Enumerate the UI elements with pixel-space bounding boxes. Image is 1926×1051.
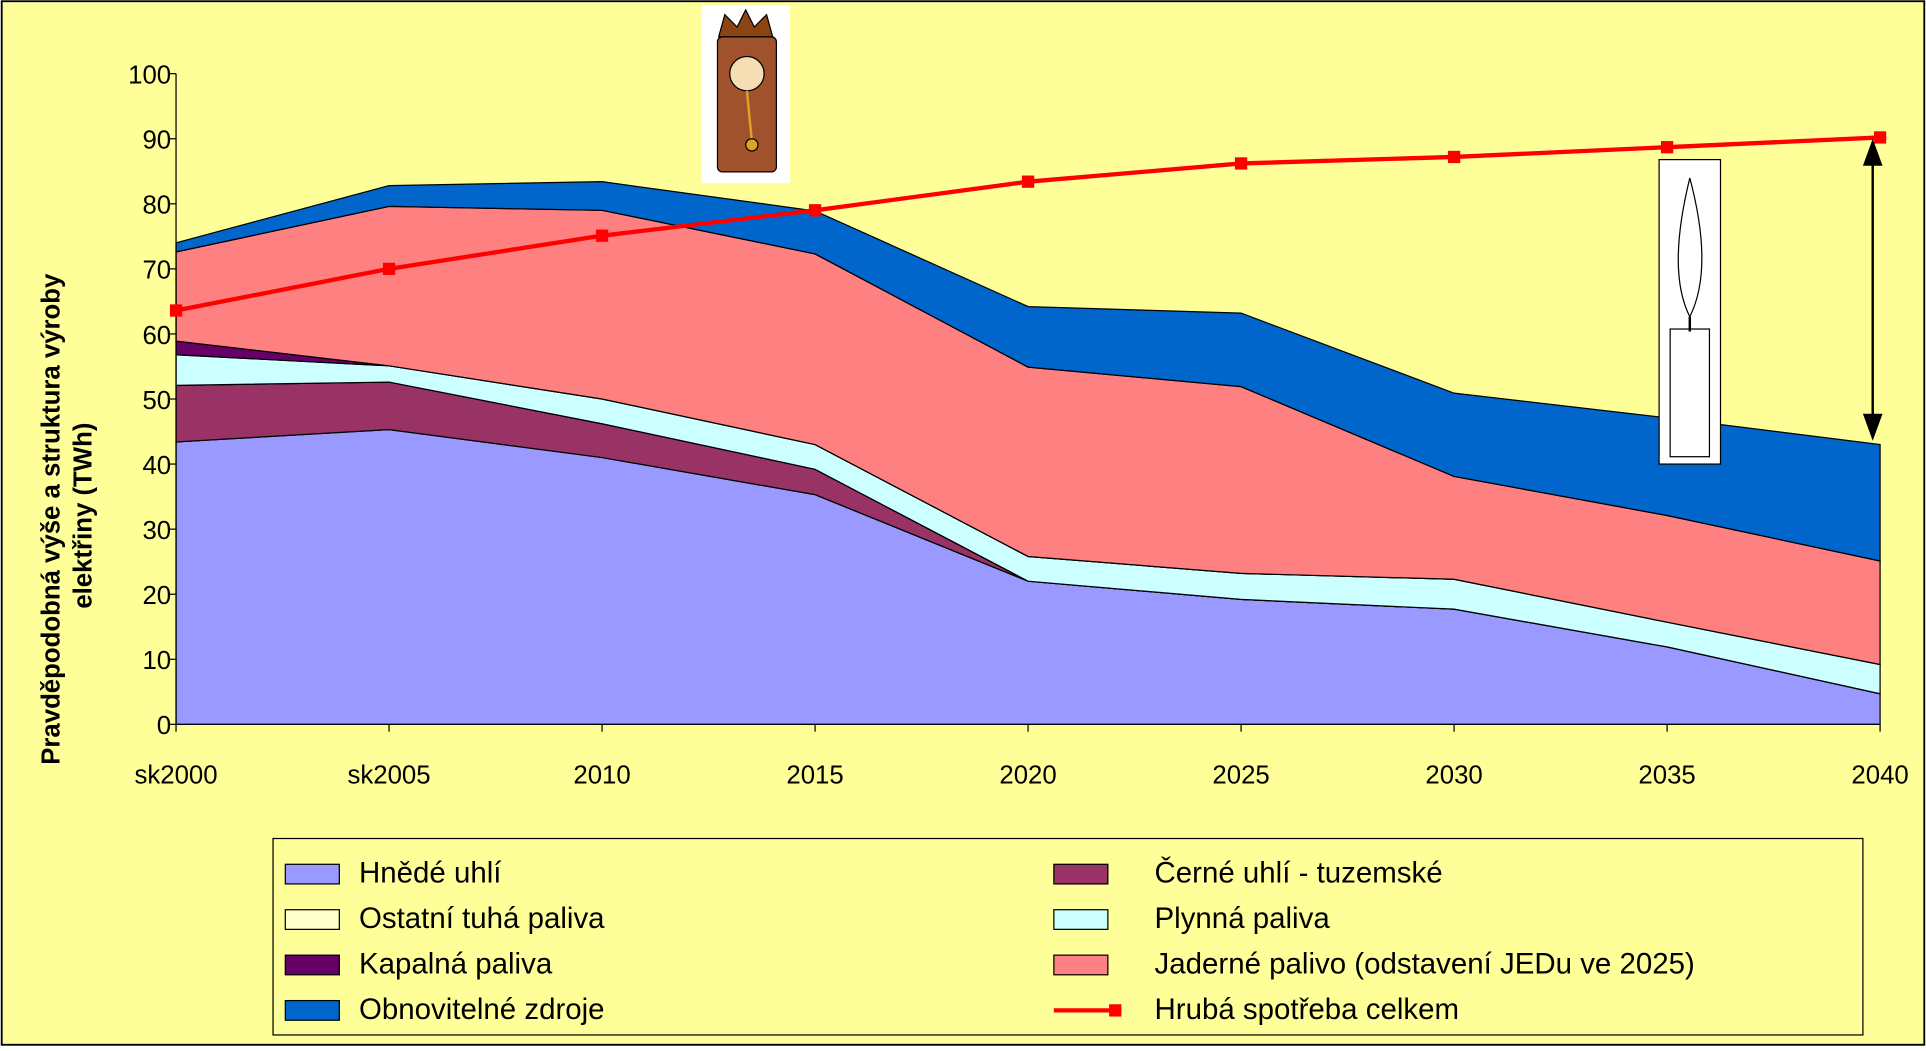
y-tick-label: 40 — [142, 452, 171, 480]
x-tick-label: 2020 — [999, 761, 1056, 789]
clock-illustration — [702, 5, 790, 183]
y-tick-label: 20 — [142, 582, 171, 610]
y-tick-label: 0 — [157, 712, 171, 740]
legend-label: Hrubá spotřeba celkem — [1155, 993, 1460, 1026]
candle-illustration — [1659, 160, 1720, 464]
y-tick-label: 60 — [142, 322, 171, 350]
y-tick-label: 80 — [142, 192, 171, 220]
legend-label: Obnovitelné zdroje — [359, 993, 605, 1026]
y-tick-label: 50 — [142, 387, 171, 415]
legend-swatch — [1054, 955, 1108, 975]
x-tick-label: 2040 — [1851, 761, 1908, 789]
y-tick-label: 10 — [142, 647, 171, 675]
y-tick-label: 100 — [128, 61, 171, 89]
line-marker — [1874, 131, 1886, 143]
y-tick-label: 70 — [142, 257, 171, 285]
legend-swatch — [285, 910, 339, 930]
line-marker — [1022, 176, 1034, 188]
legend-label: Jaderné palivo (odstavení JEDu ve 2025) — [1155, 948, 1695, 981]
x-tick-label: 2030 — [1425, 761, 1482, 789]
page: {"chart_data": {"type": "stacked_area_li… — [0, 0, 1926, 1046]
line-marker — [809, 204, 821, 216]
line-marker — [1235, 157, 1247, 169]
legend-swatch — [285, 1001, 339, 1021]
line-marker — [170, 304, 182, 316]
y-tick-label: 90 — [142, 127, 171, 155]
legend-label: Hnědé uhlí — [359, 857, 502, 890]
line-marker — [1448, 151, 1460, 163]
legend-label: Ostatní tuhá paliva — [359, 902, 605, 935]
x-tick-label: 2035 — [1638, 761, 1695, 789]
legend-swatch — [1054, 864, 1108, 884]
legend-swatch — [285, 864, 339, 884]
y-tick-label: 30 — [142, 517, 171, 545]
line-marker — [383, 263, 395, 275]
line-marker — [1661, 141, 1673, 153]
x-tick-label: 2015 — [786, 761, 843, 789]
chart: 0102030405060708090100sk2000sk2005201020… — [0, 0, 1926, 1046]
legend-swatch — [1054, 910, 1108, 930]
x-tick-label: 2010 — [573, 761, 630, 789]
x-tick-label: 2025 — [1212, 761, 1269, 789]
legend-label: Kapalná paliva — [359, 948, 553, 981]
line-marker — [596, 230, 608, 242]
legend-label: Plynná paliva — [1155, 902, 1331, 935]
legend-swatch — [285, 955, 339, 975]
x-tick-label: sk2000 — [134, 761, 217, 789]
x-tick-label: sk2005 — [348, 761, 431, 789]
legend-marker — [1109, 1004, 1121, 1016]
y-axis-title-line: Pravděpodobná výše a struktura výroby — [37, 273, 65, 765]
y-axis-title-line: elektřiny (TWh) — [69, 423, 97, 609]
legend-label: Černé uhlí - tuzemské — [1155, 856, 1443, 890]
